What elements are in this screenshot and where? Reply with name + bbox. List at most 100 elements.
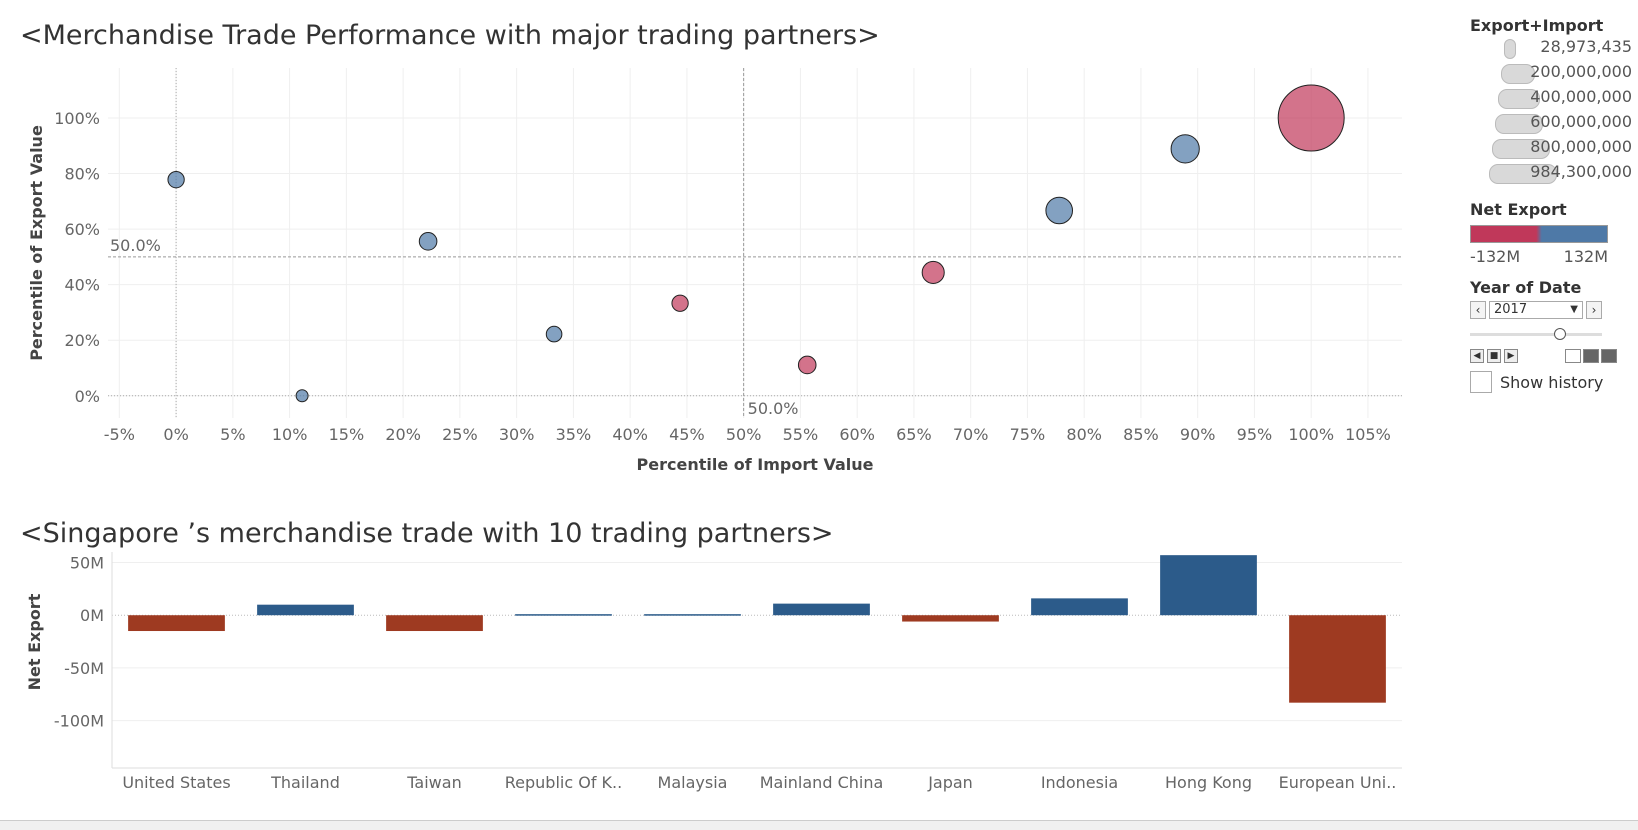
- scatter-point: [545, 325, 563, 343]
- bar: [1031, 598, 1128, 616]
- speed-medium-icon[interactable]: [1583, 349, 1599, 363]
- x-tick-label: 15%: [329, 425, 365, 444]
- x-tick-label: 30%: [499, 425, 535, 444]
- bar: [902, 615, 999, 622]
- size-legend-swatch: [1495, 114, 1543, 134]
- x-axis-title: Percentile of Import Value: [637, 455, 874, 474]
- x-tick-label: 100%: [1288, 425, 1334, 444]
- bar-title: <Singapore ’s merchandise trade with 10 …: [20, 518, 834, 549]
- next-year-button[interactable]: ›: [1586, 301, 1602, 319]
- bar-category-label: Mainland China: [760, 773, 884, 792]
- show-history-checkbox[interactable]: [1470, 371, 1492, 393]
- size-legend-swatch: [1489, 164, 1557, 184]
- x-tick-label: 80%: [1066, 425, 1102, 444]
- y-axis-title: Percentile of Export Value: [27, 125, 46, 361]
- color-max-label: 132M: [1563, 247, 1608, 266]
- show-history-label: Show history: [1500, 372, 1604, 392]
- bar: [1289, 615, 1386, 703]
- slider-thumb[interactable]: [1554, 328, 1566, 340]
- size-legend-item: 600,000,000: [1470, 110, 1638, 135]
- scatter-point: [797, 355, 817, 375]
- x-tick-label: -5%: [104, 425, 135, 444]
- bar-y-tick-label: -100M: [54, 712, 104, 731]
- scatter-chart: -5% 0% 5% 10% 15% 20% 25% 30% 35% 40% 45% 50% 55% 60%…: [27, 68, 1402, 474]
- scatter-point: [1045, 196, 1074, 225]
- bar-y-tick-label: 50M: [70, 554, 104, 573]
- year-slider[interactable]: [1470, 327, 1602, 341]
- bar-category-label: United States: [122, 773, 230, 792]
- bar-y-tick-label: -50M: [64, 659, 104, 678]
- x-tick-label: 90%: [1180, 425, 1216, 444]
- slider-track: [1470, 333, 1602, 336]
- x-tick-label: 45%: [669, 425, 705, 444]
- x-tick-label: 25%: [442, 425, 478, 444]
- bar-category-label: Indonesia: [1041, 773, 1118, 792]
- y-tick-label: 100%: [54, 109, 100, 128]
- size-legend-swatch: [1498, 89, 1540, 109]
- color-min-label: -132M: [1470, 247, 1521, 266]
- bar-category-label: Malaysia: [658, 773, 728, 792]
- step-back-button[interactable]: ◀: [1470, 349, 1484, 363]
- bar: [1160, 555, 1257, 616]
- y-reference-label: 50.0%: [110, 236, 161, 255]
- bar: [515, 614, 612, 616]
- play-button[interactable]: ▶: [1504, 349, 1518, 363]
- x-tick-label: 60%: [839, 425, 875, 444]
- y-tick-label: 0%: [75, 387, 100, 406]
- size-legend-label: 200,000,000: [1530, 62, 1632, 81]
- x-tick-label: 55%: [783, 425, 819, 444]
- size-legend-item: 400,000,000: [1470, 85, 1638, 110]
- size-legend-item: 28,973,435: [1470, 35, 1638, 60]
- scatter-point: [418, 232, 438, 251]
- scatter-point: [921, 260, 945, 284]
- bar-y-tick-label: 0M: [80, 606, 104, 625]
- scatter-point: [167, 171, 185, 189]
- prev-year-button[interactable]: ‹: [1470, 301, 1486, 319]
- size-legend-item: 800,000,000: [1470, 135, 1638, 160]
- scatter-point: [671, 294, 689, 312]
- size-legend-label: 28,973,435: [1540, 37, 1632, 56]
- bar-category-label: European Uni..: [1279, 773, 1397, 792]
- bar: [257, 604, 354, 616]
- size-legend-label: 800,000,000: [1530, 137, 1632, 156]
- x-tick-label: 5%: [220, 425, 245, 444]
- stop-icon[interactable]: ■: [1487, 349, 1501, 363]
- scatter-title: <Merchandise Trade Performance with majo…: [20, 20, 880, 51]
- color-legend: Net Export -132M 132M: [1470, 200, 1638, 266]
- x-tick-label: 40%: [612, 425, 648, 444]
- chevron-down-icon: ▼: [1570, 304, 1578, 315]
- x-tick-label: 35%: [556, 425, 592, 444]
- size-legend-swatch: [1501, 64, 1535, 84]
- bar-category-label: Hong Kong: [1165, 773, 1252, 792]
- size-legend: Export+Import 28,973,435 200,000,000 400,0…: [1470, 16, 1638, 185]
- speed-slow-icon[interactable]: [1565, 349, 1581, 363]
- bar: [128, 615, 225, 632]
- x-tick-label: 65%: [896, 425, 932, 444]
- sheet-tab-strip: [0, 820, 1638, 830]
- bar: [773, 603, 870, 616]
- color-gradient: [1470, 225, 1608, 243]
- bar: [644, 614, 741, 616]
- year-value: 2017: [1494, 302, 1528, 317]
- color-legend-title: Net Export: [1470, 200, 1567, 219]
- size-legend-item: 200,000,000: [1470, 60, 1638, 85]
- scatter-point: [295, 389, 309, 403]
- x-tick-label: 85%: [1123, 425, 1159, 444]
- size-legend-label: 984,300,000: [1530, 162, 1632, 181]
- bar-chart: 50M 0M -50M -100M United States Thailand Taiwa…: [25, 552, 1402, 792]
- x-tick-label: 105%: [1345, 425, 1391, 444]
- x-reference-label: 50.0%: [748, 399, 799, 418]
- y-tick-label: 80%: [64, 165, 100, 184]
- x-tick-label: 0%: [163, 425, 188, 444]
- speed-fast-icon[interactable]: [1601, 349, 1617, 363]
- y-tick-label: 60%: [64, 220, 100, 239]
- x-tick-label: 95%: [1237, 425, 1273, 444]
- size-legend-swatch: [1504, 39, 1516, 59]
- size-legend-title: Export+Import: [1470, 16, 1604, 35]
- size-legend-item: 984,300,000: [1470, 160, 1638, 185]
- x-tick-label: 75%: [1010, 425, 1046, 444]
- year-select[interactable]: 2017 ▼: [1489, 301, 1583, 319]
- x-tick-label: 50%: [726, 425, 762, 444]
- size-legend-label: 600,000,000: [1530, 112, 1632, 131]
- scatter-point: [1277, 84, 1345, 152]
